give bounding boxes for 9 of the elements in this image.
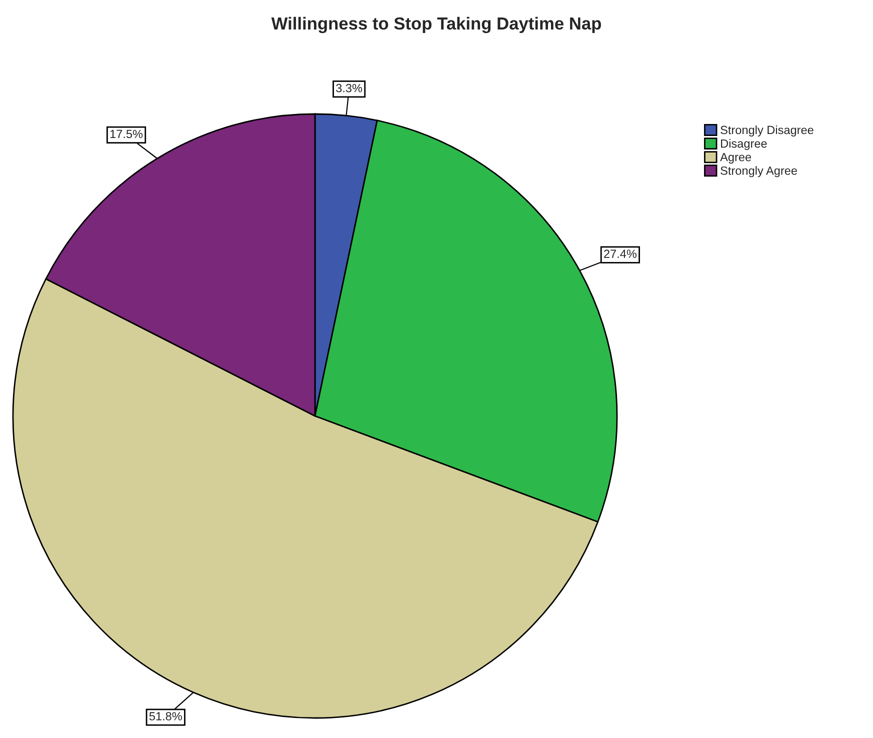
- data-label: 17.5%: [110, 130, 143, 138]
- data-label: 51.8%: [149, 712, 182, 720]
- legend-label: Agree: [720, 153, 752, 164]
- data-label: 3.3%: [336, 84, 362, 92]
- legend-label: Strongly Disagree: [720, 125, 814, 136]
- legend-label: Strongly Agree: [720, 166, 797, 178]
- chart-title: Willingness to Stop Taking Daytime Nap: [271, 16, 601, 34]
- data-label: 27.4%: [604, 250, 637, 258]
- legend-label: Disagree: [721, 139, 767, 150]
